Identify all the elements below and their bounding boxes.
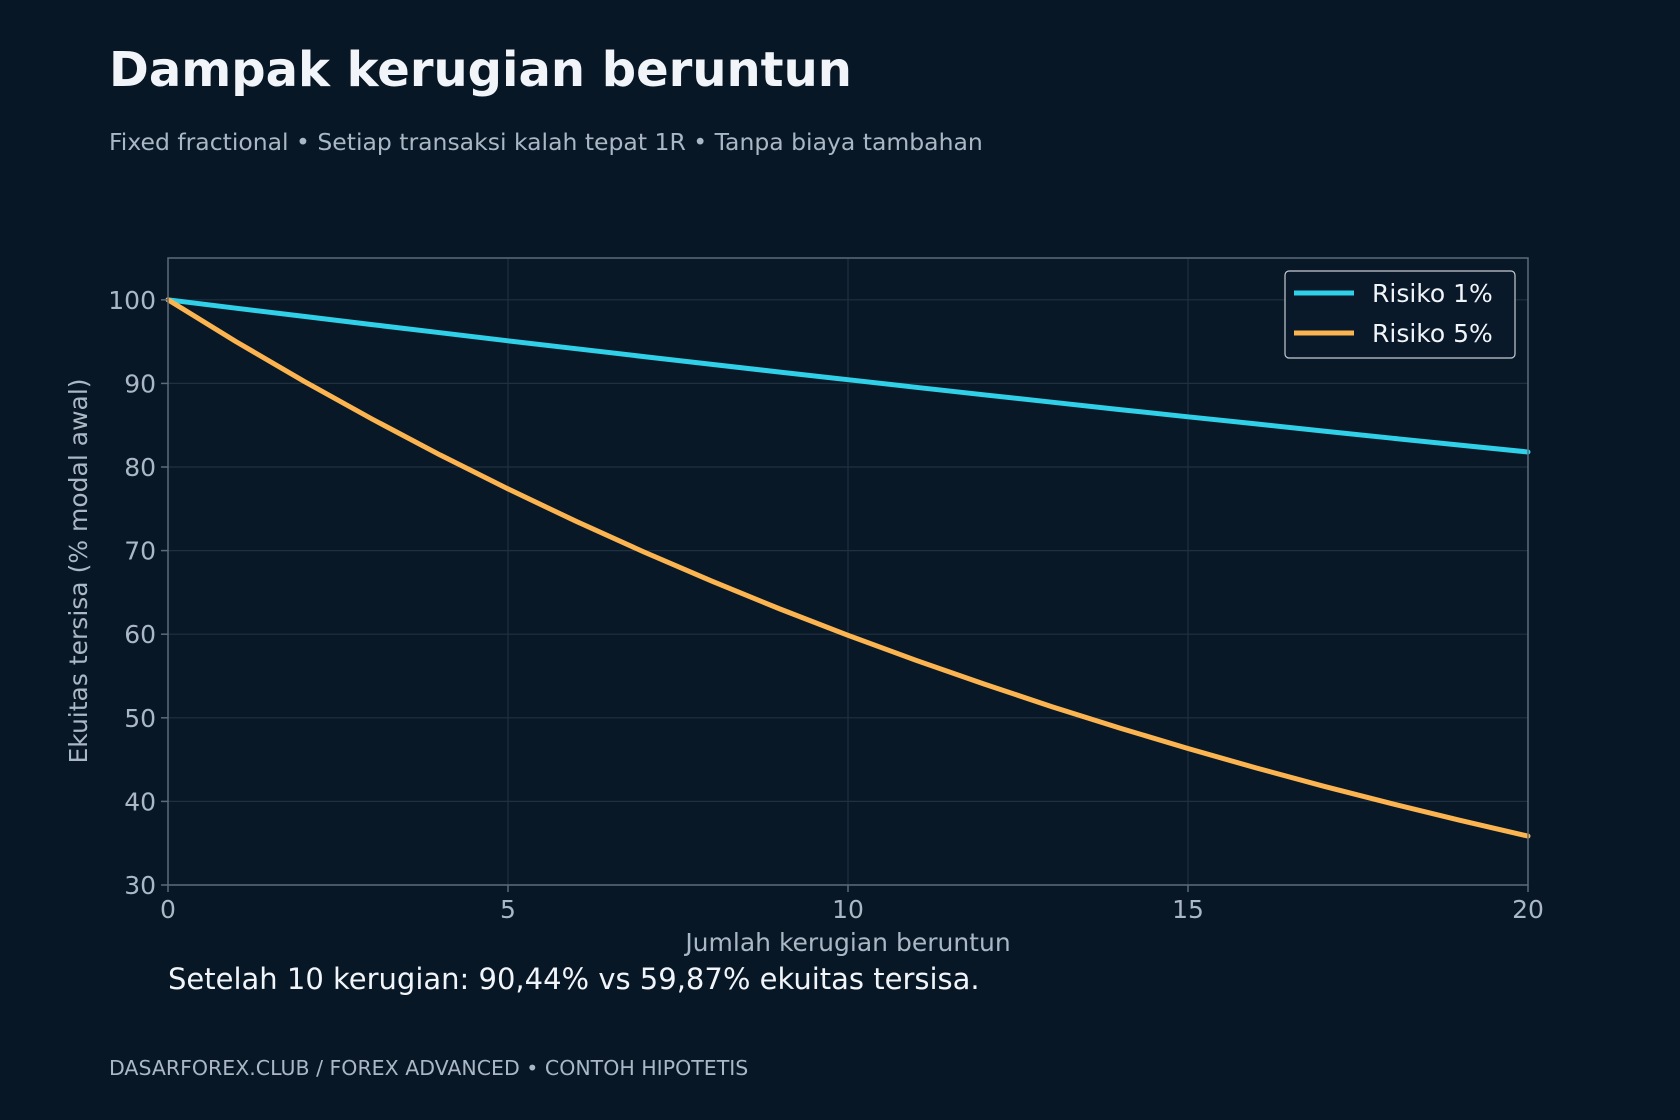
y-tick-label: 100 <box>108 286 156 315</box>
y-tick-label: 60 <box>124 620 156 649</box>
footer-text: DASARFOREX.CLUB / FOREX ADVANCED • CONTO… <box>109 1056 749 1080</box>
y-tick-label: 80 <box>124 453 156 482</box>
chart-annotation: Setelah 10 kerugian: 90,44% vs 59,87% ek… <box>168 962 980 996</box>
legend-label-risiko-5: Risiko 5% <box>1372 319 1493 348</box>
x-tick-label: 5 <box>500 895 516 924</box>
page-title: Dampak kerugian beruntun <box>109 42 852 98</box>
y-tick-label: 30 <box>124 871 156 900</box>
x-axis-label: Jumlah kerugian beruntun <box>683 928 1010 957</box>
y-axis-label: Ekuitas tersisa (% modal awal) <box>64 378 93 763</box>
x-tick-label: 15 <box>1172 895 1204 924</box>
x-tick-label: 0 <box>160 895 176 924</box>
page-subtitle: Fixed fractional • Setiap transaksi kala… <box>109 128 983 156</box>
legend-label-risiko-1: Risiko 1% <box>1372 279 1493 308</box>
axis-ticks: 0 5 10 15 20 30 40 50 60 70 80 90 100 <box>108 286 1544 924</box>
y-tick-label: 90 <box>124 369 156 398</box>
y-tick-label: 40 <box>124 787 156 816</box>
y-tick-label: 50 <box>124 704 156 733</box>
legend: Risiko 1% Risiko 5% <box>1284 270 1516 359</box>
series-lines <box>165 297 1531 839</box>
series-line-1 <box>165 297 1531 455</box>
series-line-2 <box>165 297 1531 839</box>
x-tick-label: 10 <box>832 895 864 924</box>
y-tick-label: 70 <box>124 537 156 566</box>
x-tick-label: 20 <box>1512 895 1544 924</box>
